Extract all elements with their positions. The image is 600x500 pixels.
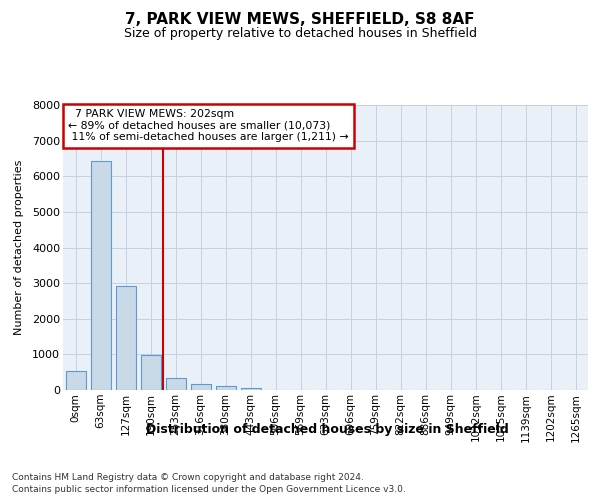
Bar bbox=[65, 371, 86, 390]
Bar bbox=[115, 286, 136, 390]
Text: 7, PARK VIEW MEWS, SHEFFIELD, S8 8AF: 7, PARK VIEW MEWS, SHEFFIELD, S8 8AF bbox=[125, 12, 475, 28]
Bar bbox=[91, 161, 110, 390]
Bar bbox=[166, 378, 185, 390]
Text: 7 PARK VIEW MEWS: 202sqm
← 89% of detached houses are smaller (10,073)
 11% of s: 7 PARK VIEW MEWS: 202sqm ← 89% of detach… bbox=[68, 110, 349, 142]
Y-axis label: Number of detached properties: Number of detached properties bbox=[14, 160, 24, 335]
Text: Distribution of detached houses by size in Sheffield: Distribution of detached houses by size … bbox=[146, 422, 508, 436]
Text: Contains HM Land Registry data © Crown copyright and database right 2024.: Contains HM Land Registry data © Crown c… bbox=[12, 472, 364, 482]
Text: Size of property relative to detached houses in Sheffield: Size of property relative to detached ho… bbox=[124, 28, 476, 40]
Bar bbox=[215, 386, 235, 390]
Bar bbox=[140, 356, 161, 390]
Bar bbox=[191, 384, 211, 390]
Bar bbox=[241, 388, 260, 390]
Text: Contains public sector information licensed under the Open Government Licence v3: Contains public sector information licen… bbox=[12, 485, 406, 494]
